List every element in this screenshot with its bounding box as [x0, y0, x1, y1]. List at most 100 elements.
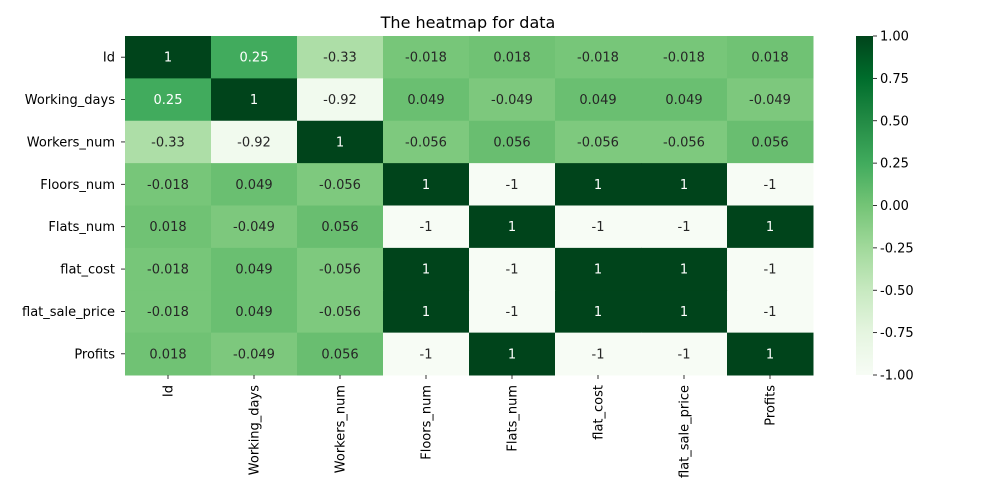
column-label: Id — [162, 385, 177, 397]
cell-value-label: -0.92 — [323, 93, 357, 108]
cell-value-label: 1 — [336, 135, 344, 150]
cell-value-label: 1 — [594, 263, 602, 278]
chart-title: The heatmap for data — [380, 13, 556, 32]
cell-value-label: 1 — [422, 263, 430, 278]
heatmap-cell — [555, 205, 642, 249]
heatmap-cell — [297, 247, 384, 291]
heatmap-cell — [469, 120, 556, 164]
colorbar-tick-label: -0.25 — [880, 241, 914, 256]
heatmap-cell — [469, 163, 556, 206]
cell-value-label: 1 — [680, 178, 688, 193]
cell-value-label: 0.018 — [149, 347, 186, 362]
heatmap-cell — [641, 247, 728, 291]
cell-value-label: 0.056 — [493, 135, 530, 150]
heatmap-cell — [211, 290, 298, 334]
colorbar-ticks: 1.00 0.75 0.50 0.25 0.00 -0.25 -0.50 -0.75 -1.00 — [873, 30, 914, 384]
cell-value-label: 0.056 — [321, 347, 358, 362]
cell-value-label: 1 — [594, 178, 602, 193]
cell-value-label: -1 — [506, 305, 519, 320]
heatmap-cell — [727, 247, 814, 291]
cell-value-label: -1 — [764, 263, 777, 278]
heatmap-cell — [555, 36, 642, 79]
heatmap-cell — [641, 163, 728, 206]
heatmap-cell — [555, 163, 642, 206]
cell-value-label: -0.049 — [233, 347, 275, 362]
heatmap-cell — [641, 332, 728, 376]
cell-value-label: 1 — [422, 305, 430, 320]
cell-value-label: 0.25 — [154, 93, 183, 108]
heatmap-cell — [211, 36, 298, 79]
column-label: Working_days — [248, 385, 263, 475]
row-label: Flats_num — [48, 220, 115, 235]
heatmap-cell — [383, 247, 470, 291]
colorbar — [856, 36, 873, 375]
heatmap-cell — [125, 247, 212, 291]
heatmap-cell — [641, 120, 728, 164]
heatmap-cell — [727, 163, 814, 206]
row-label: Workers_num — [27, 135, 115, 150]
heatmap-cell — [211, 247, 298, 291]
cell-value-label: 1 — [508, 347, 516, 362]
cell-value-label: 1 — [250, 93, 258, 108]
heatmap-cell — [727, 205, 814, 249]
cell-value-label: -0.049 — [491, 93, 533, 108]
colorbar-tick-label: 0.25 — [880, 157, 909, 172]
cell-value-label: -1 — [506, 263, 519, 278]
heatmap-cell — [641, 205, 728, 249]
cell-value-label: 1 — [164, 51, 172, 66]
cell-value-label: -0.018 — [577, 51, 619, 66]
colorbar-tick-label: 0.75 — [880, 72, 909, 87]
heatmap-cell — [125, 163, 212, 206]
heatmap-cell — [469, 247, 556, 291]
cell-value-label: 0.018 — [149, 220, 186, 235]
heatmap-cell — [555, 247, 642, 291]
heatmap-cell — [297, 78, 384, 122]
heatmap-cell — [383, 205, 470, 249]
cell-value-label: -0.049 — [233, 220, 275, 235]
heatmap-cell — [211, 120, 298, 164]
cell-value-label: 1 — [594, 305, 602, 320]
cell-value-label: 0.049 — [235, 178, 272, 193]
heatmap-cell — [125, 205, 212, 249]
cell-value-label: 0.056 — [321, 220, 358, 235]
row-label: flat_sale_price — [22, 305, 115, 320]
colorbar-tick-label: 0.00 — [880, 199, 909, 214]
heatmap-cell — [469, 290, 556, 334]
row-label: flat_cost — [60, 263, 115, 278]
column-label: flat_sale_price — [678, 385, 693, 478]
column-label: Workers_num — [334, 385, 349, 473]
row-label: Id — [103, 51, 115, 66]
heatmap-cell — [297, 120, 384, 164]
cell-value-label: -0.018 — [147, 305, 189, 320]
cell-value-label: 1 — [508, 220, 516, 235]
row-label: Working_days — [25, 93, 115, 108]
cell-value-label: -0.056 — [319, 305, 361, 320]
heatmap-cell — [125, 120, 212, 164]
heatmap-cell — [383, 36, 470, 79]
heatmap-cell — [469, 36, 556, 79]
heatmap-cell — [297, 163, 384, 206]
heatmap-cell — [383, 290, 470, 334]
heatmap-cell — [297, 290, 384, 334]
cell-value-label: -1 — [420, 220, 433, 235]
cell-value-label: -1 — [592, 347, 605, 362]
heatmap-cell — [469, 205, 556, 249]
colorbar-tick-label: -0.50 — [880, 284, 914, 299]
heatmap-cells: 1 0.25 -0.33 -0.018 0.018 -0.018 -0.018 0.018 0.… — [125, 36, 814, 376]
cell-value-label: -1 — [506, 178, 519, 193]
heatmap-cell — [297, 205, 384, 249]
heatmap-cell — [727, 36, 814, 79]
cell-value-label: 0.018 — [493, 51, 530, 66]
heatmap-cell — [297, 332, 384, 376]
column-labels: Id Working_days Workers_num Floors_num Flats… — [162, 375, 779, 478]
row-label: Profits — [74, 347, 115, 362]
heatmap-cell — [125, 78, 212, 122]
heatmap-cell — [469, 332, 556, 376]
row-label: Floors_num — [40, 178, 115, 193]
heatmap-cell — [211, 332, 298, 376]
row-labels: Id Working_days Workers_num Floors_num Flats… — [22, 51, 125, 362]
heatmap-cell — [211, 205, 298, 249]
cell-value-label: 1 — [680, 305, 688, 320]
heatmap-cell — [727, 120, 814, 164]
heatmap-cell — [383, 163, 470, 206]
